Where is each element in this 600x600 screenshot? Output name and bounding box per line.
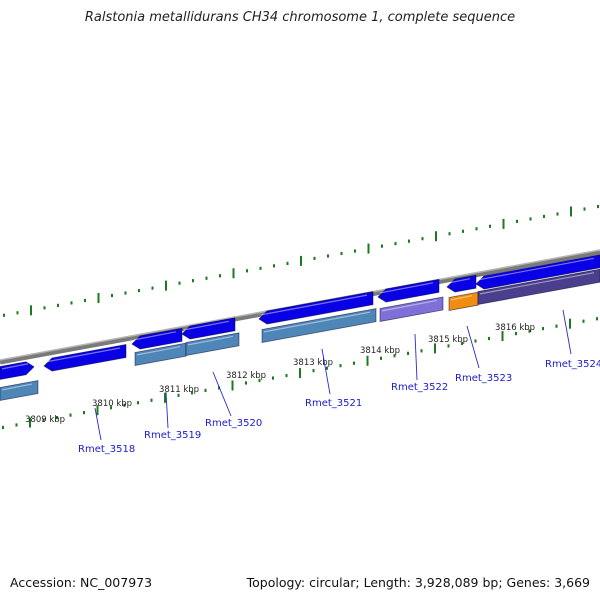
gene-label: Rmet_3519 (144, 430, 201, 441)
map-title: Ralstonia metallidurans CH34 chromosome … (84, 10, 516, 25)
gene-label: Rmet_3524 (545, 359, 600, 370)
kbp-label: 3810 kbp (92, 399, 132, 409)
gene-labels: Rmet_3518 Rmet_3519 Rmet_3520 Rmet_3521 Rmet… (78, 309, 600, 455)
gene-leader-line (562, 309, 572, 355)
gene-arrow-highlight (133, 331, 177, 341)
gene-leader-line (94, 407, 102, 441)
gene-leader-line (321, 348, 331, 395)
gene-arrow (0, 361, 35, 380)
kbp-label: 3812 kbp (226, 371, 266, 381)
gene-leader-line (212, 371, 232, 417)
gene-arrow-highlight (379, 282, 434, 294)
topology-label: Topology: circular; Length: 3,928,089 bp… (246, 575, 590, 590)
gene-arrow (258, 291, 374, 325)
gene-label: Rmet_3521 (305, 398, 362, 409)
gene-arrow-highlight (448, 278, 471, 284)
gene-arrow (377, 278, 440, 303)
gene-arrow (475, 254, 600, 290)
kbp-label: 3809 kbp (25, 415, 65, 425)
feature-track (0, 254, 600, 401)
cds-bar (448, 291, 479, 311)
gene-arrow-highlight (260, 294, 368, 316)
cds-bar (477, 268, 600, 305)
cds-bar-highlight (136, 346, 181, 356)
gene-arrow-highlight (477, 257, 595, 281)
kbp-labels: 3809 kbp 3810 kbp 3811 kbp 3812 kbp 3813 kbp… (25, 323, 535, 425)
cds-bar-highlight (187, 335, 234, 346)
kbp-label: 3814 kbp (360, 346, 400, 356)
kbp-label: 3816 kbp (495, 323, 535, 333)
cds-bar (185, 332, 240, 356)
gene-leader-line (414, 333, 418, 381)
gene-arrow-highlight (45, 347, 121, 363)
cds-bar (0, 380, 39, 401)
gene-arrow-highlight (1, 363, 29, 370)
gene-label: Rmet_3518 (78, 444, 135, 455)
upper-tick-track (3, 204, 599, 317)
gene-arrow (181, 317, 236, 340)
cds-bar-highlight (263, 311, 371, 333)
cds-bar-highlight (450, 295, 473, 301)
kbp-label: 3813 kbp (293, 358, 333, 368)
kbp-label: 3811 kbp (159, 385, 199, 395)
cds-bar (379, 296, 444, 322)
cds-bar (134, 342, 187, 366)
gene-arrow (131, 327, 183, 350)
gene-leader-line (165, 391, 169, 429)
accession-label: Accession: NC_007973 (10, 575, 153, 590)
kbp-label: 3815 kbp (428, 335, 468, 345)
gene-leader-line (466, 325, 480, 369)
cds-bar-highlight (1, 383, 33, 391)
gene-label: Rmet_3523 (455, 373, 512, 384)
gene-arrow (446, 274, 477, 293)
gene-label: Rmet_3520 (205, 418, 262, 429)
gene-label: Rmet_3522 (391, 382, 448, 393)
cds-bar-highlight (381, 299, 438, 312)
lower-tick-track (2, 317, 598, 430)
gene-arrow (43, 344, 127, 372)
gene-arrow-highlight (183, 320, 230, 331)
cds-bar (261, 308, 377, 343)
cds-bar-highlight (479, 272, 595, 295)
